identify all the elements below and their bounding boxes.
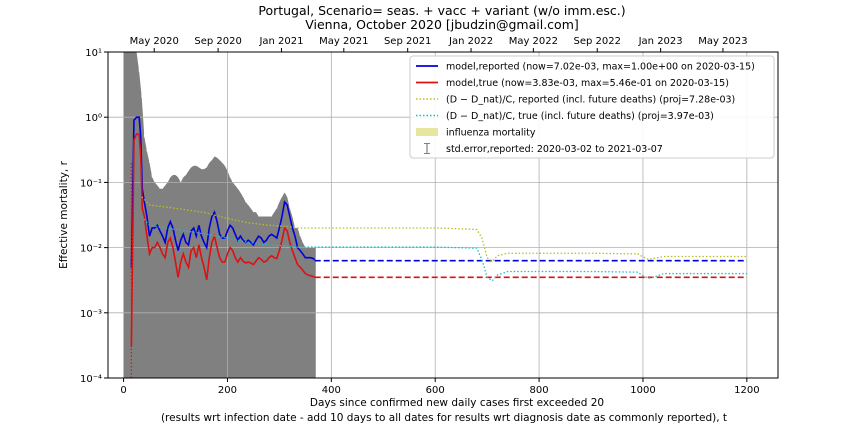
axes-frame bbox=[107, 51, 779, 379]
top-tick-label: Sep 2022 bbox=[574, 36, 621, 47]
y-tick-label: 10⁻¹ bbox=[80, 178, 102, 189]
y-axis-title: Effective mortality, r bbox=[58, 160, 70, 269]
legend-label: model,true (now=3.83e-03, max=5.46e-01 o… bbox=[446, 78, 729, 89]
chart-title-line1: Portugal, Scenario= seas. + vacc + varia… bbox=[258, 3, 625, 18]
series-line--d-d-nat-c-true-incl-future-deaths- bbox=[141, 216, 747, 282]
top-tick-label: Jan 2021 bbox=[258, 36, 303, 47]
x-tick-label: 400 bbox=[322, 385, 341, 396]
series-line-model-true bbox=[130, 133, 316, 347]
legend-label: (D − D_nat)/C, true (incl. future deaths… bbox=[446, 111, 714, 122]
top-tick-label: May 2023 bbox=[698, 36, 747, 47]
y-tick-label: 10¹ bbox=[85, 48, 102, 59]
top-tick-label: Jan 2022 bbox=[448, 36, 493, 47]
x-tick-label: 1200 bbox=[734, 385, 759, 396]
legend-label: (D − D_nat)/C, reported (incl. future de… bbox=[446, 95, 735, 106]
y-tick-label: 10⁻² bbox=[80, 244, 102, 255]
x-tick-label: 600 bbox=[426, 385, 445, 396]
y-tick-label: 10⁻⁴ bbox=[80, 374, 102, 385]
legend: model,reported (now=7.02e-03, max=1.00e+… bbox=[409, 55, 775, 159]
legend-label: influenza mortality bbox=[446, 128, 536, 139]
stderr-band bbox=[123, 52, 316, 378]
x-tick-label: 200 bbox=[218, 385, 237, 396]
legend-swatch bbox=[416, 128, 438, 136]
top-tick-label: Sep 2021 bbox=[384, 36, 431, 47]
chart-title-line2: Vienna, October 2020 [jbudzin@gmail.com] bbox=[305, 17, 579, 32]
top-tick-label: Sep 2020 bbox=[194, 36, 241, 47]
legend-label: std.error,reported: 2020-03-02 to 2021-0… bbox=[446, 144, 663, 155]
top-tick-label: May 2022 bbox=[509, 36, 558, 47]
top-tick-label: Jan 2023 bbox=[638, 36, 683, 47]
x-tick-label: 1000 bbox=[630, 385, 655, 396]
x-axis-title-line1: Days since confirmed new daily cases fir… bbox=[310, 397, 604, 409]
y-tick-label: 10⁰ bbox=[85, 113, 102, 124]
legend-label: model,reported (now=7.02e-03, max=1.00e+… bbox=[446, 62, 755, 73]
legend-box bbox=[409, 55, 775, 159]
series-line-model-reported bbox=[130, 116, 316, 268]
top-tick-label: May 2020 bbox=[130, 36, 179, 47]
x-tick-label: 800 bbox=[530, 385, 549, 396]
series-line--d-d-nat-c-reported-incl-future-deaths- bbox=[141, 196, 747, 262]
x-axis-title-line2: (results wrt infection date - add 10 day… bbox=[161, 412, 727, 424]
y-tick-label: 10⁻³ bbox=[80, 309, 102, 320]
top-tick-label: May 2021 bbox=[319, 36, 368, 47]
x-tick-label: 0 bbox=[120, 385, 126, 396]
